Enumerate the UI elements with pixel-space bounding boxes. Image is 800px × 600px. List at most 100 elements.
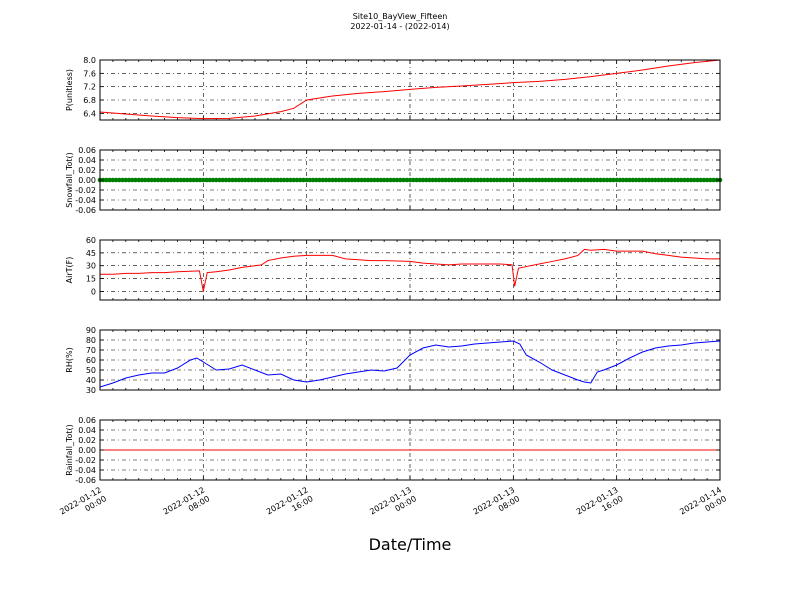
data-point: [423, 177, 429, 183]
data-point: [711, 177, 716, 183]
data-point: [188, 177, 193, 183]
y-axis-label: P(unitless): [65, 69, 74, 111]
y-tick-label: -0.04: [75, 466, 96, 475]
y-tick-label: 30: [86, 386, 96, 395]
y-tick-label: 0.06: [78, 416, 96, 425]
data-point: [368, 177, 374, 183]
data-point: [168, 177, 174, 183]
data-point: [653, 177, 658, 183]
data-point: [494, 177, 500, 183]
data-point: [223, 177, 229, 183]
data-point: [320, 177, 326, 183]
data-point: [317, 177, 322, 183]
data-point: [624, 177, 629, 183]
data-point: [646, 177, 652, 183]
y-tick-label: 90: [86, 326, 96, 335]
data-point: [136, 177, 142, 183]
data-point: [175, 177, 180, 183]
data-point: [585, 177, 590, 183]
y-tick-label: 7.2: [83, 83, 96, 92]
data-point: [297, 177, 303, 183]
data-point: [520, 177, 526, 183]
data-point: [359, 177, 364, 183]
data-point: [252, 177, 258, 183]
data-point: [617, 177, 623, 183]
data-point: [582, 177, 587, 183]
y-tick-label: 6.4: [83, 109, 96, 118]
data-point: [275, 177, 280, 183]
y-tick-label: 0.02: [78, 166, 96, 175]
data-point: [375, 177, 381, 183]
data-point: [527, 177, 532, 183]
data-point: [420, 177, 426, 183]
y-tick-label: -0.02: [75, 186, 96, 195]
data-point: [659, 177, 665, 183]
data-point: [417, 177, 422, 183]
y-tick-label: 70: [86, 346, 96, 355]
series-line: [100, 248, 720, 292]
data-point: [323, 177, 329, 183]
data-point: [378, 177, 384, 183]
data-point: [575, 177, 581, 183]
data-point: [543, 177, 548, 183]
y-tick-label: 6.8: [83, 96, 96, 105]
y-axis-label: AirT(F): [65, 257, 74, 284]
data-point: [326, 177, 332, 183]
data-point: [594, 177, 600, 183]
data-point: [107, 177, 112, 183]
data-point: [201, 177, 206, 183]
data-point: [213, 177, 219, 183]
data-point: [171, 177, 177, 183]
data-point: [430, 177, 435, 183]
data-point: [307, 177, 313, 183]
y-tick-label: 0.06: [78, 146, 96, 155]
data-point: [123, 177, 129, 183]
y-tick-label: 15: [86, 275, 96, 284]
data-point: [236, 177, 242, 183]
data-point: [691, 177, 697, 183]
y-tick-label: 0.04: [78, 426, 96, 435]
data-point: [604, 177, 610, 183]
data-point: [268, 177, 274, 183]
data-point: [385, 177, 390, 183]
data-point: [517, 177, 523, 183]
data-point: [472, 177, 477, 183]
data-point: [708, 177, 713, 183]
data-point: [220, 177, 226, 183]
data-point: [501, 177, 506, 183]
data-point: [675, 177, 681, 183]
panel-5: -0.06-0.04-0.020.000.020.040.06 Rainfall_…: [65, 416, 721, 485]
y-tick-label: 60: [86, 236, 96, 245]
data-point: [640, 177, 645, 183]
y-tick-label: -0.04: [75, 196, 96, 205]
data-point: [352, 177, 358, 183]
data-point: [362, 177, 368, 183]
data-point: [372, 177, 377, 183]
panel-1: 6.4 6.8 7.2 7.6 8.0 P(unitless): [65, 56, 721, 121]
data-point: [475, 177, 481, 183]
data-point: [433, 177, 439, 183]
data-point: [607, 177, 613, 183]
data-point: [559, 177, 565, 183]
data-point: [562, 177, 568, 183]
data-point: [478, 177, 484, 183]
panel-3: 0 15 30 45 60 AirT(F): [65, 236, 721, 301]
data-point: [633, 177, 639, 183]
series-line: [99, 59, 721, 120]
data-point: [210, 177, 216, 183]
data-point: [427, 177, 432, 183]
data-point: [523, 177, 529, 183]
data-point: [630, 177, 636, 183]
data-point: [656, 177, 661, 183]
data-point: [407, 177, 413, 183]
data-point: [259, 177, 264, 183]
y-tick-label: 0.02: [78, 436, 96, 445]
data-point: [155, 177, 161, 183]
y-tick-label: 45: [86, 249, 96, 258]
data-point: [255, 177, 261, 183]
data-point: [381, 177, 387, 183]
data-point: [439, 177, 445, 183]
data-point: [120, 177, 125, 183]
axes-frame: [99, 59, 721, 121]
